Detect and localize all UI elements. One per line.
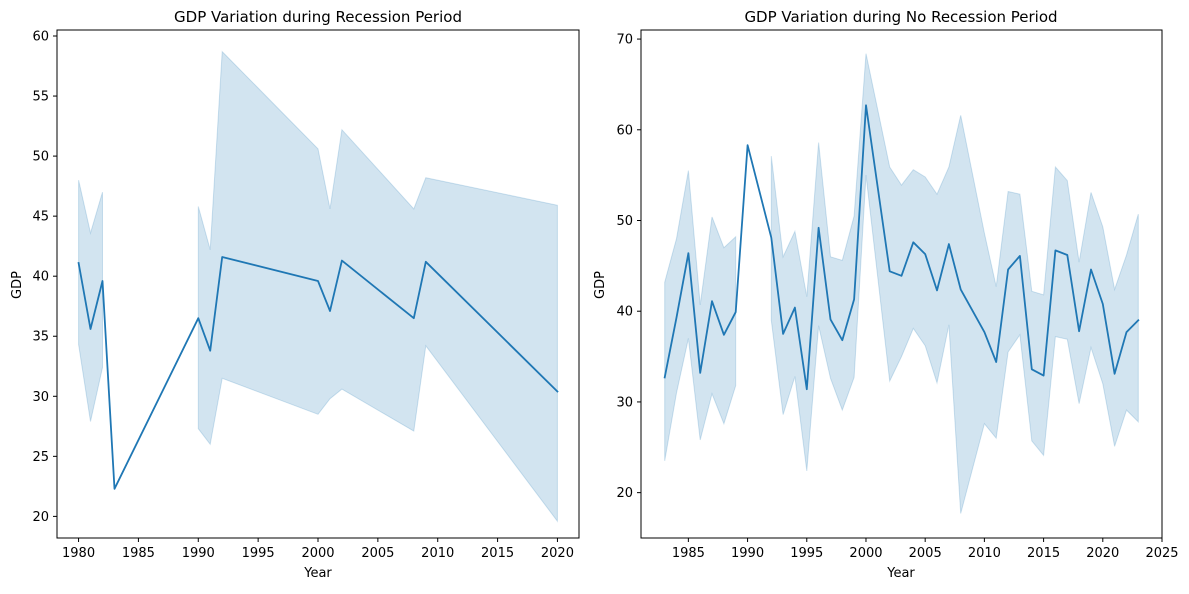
- confidence-band-segment-2: [198, 52, 557, 522]
- y-tick-label: 50: [32, 150, 49, 165]
- x-tick-label: 2010: [968, 546, 1001, 561]
- y-tick-label: 45: [32, 210, 49, 225]
- y-tick-label: 60: [616, 123, 633, 138]
- x-tick-label: 1985: [122, 546, 155, 561]
- y-tick-label: 20: [616, 486, 633, 501]
- y-tick-label: 20: [32, 510, 49, 525]
- chart-title: GDP Variation during No Recession Period: [744, 8, 1057, 26]
- chart-title: GDP Variation during Recession Period: [174, 8, 462, 26]
- y-tick-label: 35: [32, 330, 49, 345]
- x-tick-label: 2000: [301, 546, 334, 561]
- x-tick-label: 1995: [242, 546, 275, 561]
- y-tick-label: 55: [32, 90, 49, 105]
- y-tick-label: 60: [32, 30, 49, 45]
- y-tick-label: 30: [616, 395, 633, 410]
- confidence-band-segment-0: [665, 171, 736, 461]
- x-tick-label: 2025: [1145, 546, 1178, 561]
- x-tick-label: 2005: [909, 546, 942, 561]
- y-tick-label: 70: [616, 33, 633, 48]
- x-axis-label: Year: [886, 566, 915, 581]
- confidence-band-segment-0: [79, 180, 103, 421]
- y-tick-label: 50: [616, 214, 633, 229]
- x-tick-label: 1980: [62, 546, 95, 561]
- x-tick-label: 2010: [421, 546, 454, 561]
- chart-no-recession-period: GDP Variation during No Recession Period…: [593, 8, 1179, 581]
- x-tick-label: 2020: [541, 546, 574, 561]
- x-tick-label: 1995: [790, 546, 823, 561]
- x-tick-label: 2000: [849, 546, 882, 561]
- x-tick-label: 1985: [672, 546, 705, 561]
- x-tick-label: 2015: [1027, 546, 1060, 561]
- y-tick-label: 30: [32, 390, 49, 405]
- x-tick-label: 1990: [731, 546, 764, 561]
- x-tick-label: 2020: [1086, 546, 1119, 561]
- y-tick-label: 40: [616, 305, 633, 320]
- x-tick-label: 1990: [182, 546, 215, 561]
- x-axis-label: Year: [303, 566, 332, 581]
- y-tick-label: 25: [32, 450, 49, 465]
- x-tick-label: 2005: [361, 546, 394, 561]
- y-tick-label: 40: [32, 270, 49, 285]
- x-tick-label: 2015: [481, 546, 514, 561]
- y-axis-label: GDP: [10, 271, 25, 299]
- y-axis-label: GDP: [593, 271, 608, 299]
- chart-recession-period: GDP Variation during Recession Period Ye…: [10, 8, 579, 581]
